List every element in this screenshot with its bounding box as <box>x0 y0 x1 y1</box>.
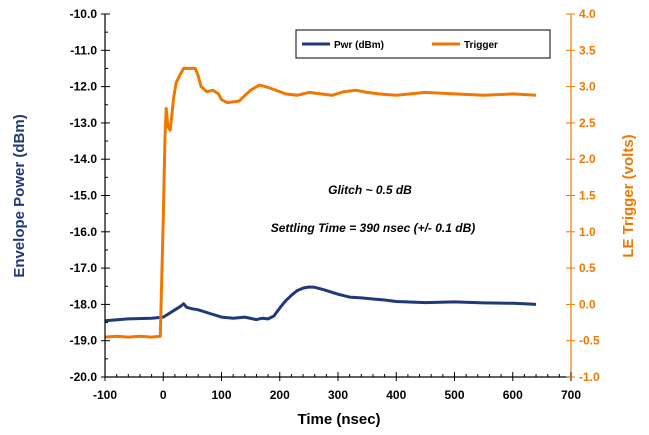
y-left-tick-label: -19.0 <box>70 334 98 348</box>
y-left-tick-label: -11.0 <box>70 43 97 57</box>
x-tick-label: 400 <box>386 388 406 402</box>
series-line-pwr <box>104 285 537 323</box>
y-left-tick-label: -17.0 <box>70 261 98 275</box>
y-right-tick-label: 0.5 <box>579 261 596 275</box>
x-tick-label: 600 <box>503 388 523 402</box>
y-right-tick-label: -1.0 <box>579 370 600 384</box>
series-layer <box>104 66 537 339</box>
y-right-tick-label: 3.0 <box>579 80 596 94</box>
y-right-tick-label: 4.0 <box>579 7 596 21</box>
y-right-tick-label: 3.5 <box>579 43 596 57</box>
x-tick-label: -100 <box>93 388 117 402</box>
y-right-axis-title: LE Trigger (volts) <box>620 134 637 257</box>
y-left-tick-label: -14.0 <box>70 152 98 166</box>
y-right-tick-label: 1.0 <box>579 225 596 239</box>
legend-label-pwr: Pwr (dBm) <box>334 40 384 51</box>
y-right-tick-label: 0.0 <box>579 297 596 311</box>
y-right-tick-label: 1.5 <box>579 189 596 203</box>
annotation-settling-time: Settling Time = 390 nsec (+/- 0.1 dB) <box>271 221 476 235</box>
x-tick-label: 100 <box>211 388 231 402</box>
y-left-tick-label: -12.0 <box>70 80 98 94</box>
annotation-glitch: Glitch ~ 0.5 dB <box>328 183 412 197</box>
series-line-trigger <box>104 66 537 339</box>
x-axis-title: Time (nsec) <box>297 411 380 428</box>
y-left-tick-label: -18.0 <box>70 297 98 311</box>
y-left-axis-title: Envelope Power (dBm) <box>11 114 28 277</box>
legend-box <box>295 29 551 59</box>
axes-layer: -100 0 100 200 300 400 500 600 700 -20.0 -19.0 -18.… <box>70 7 600 402</box>
legend-label-trigger: Trigger <box>464 40 498 51</box>
x-tick-label: 500 <box>444 388 464 402</box>
y-left-tick-label: -15.0 <box>70 189 98 203</box>
legend: Pwr (dBm) Trigger <box>295 29 551 59</box>
x-tick-label: 200 <box>270 388 290 402</box>
x-tick-label: 0 <box>160 388 167 402</box>
x-tick-label: 300 <box>328 388 348 402</box>
y-right-tick-label: 2.5 <box>579 116 596 130</box>
x-tick-label: 700 <box>561 388 581 402</box>
y-left-tick-label: -20.0 <box>70 370 98 384</box>
y-right-tick-label: -0.5 <box>579 334 600 348</box>
y-left-tick-label: -13.0 <box>70 116 98 130</box>
y-left-tick-label: -16.0 <box>70 225 98 239</box>
y-left-tick-label: -10.0 <box>70 7 98 21</box>
y-right-tick-label: 2.0 <box>579 152 596 166</box>
